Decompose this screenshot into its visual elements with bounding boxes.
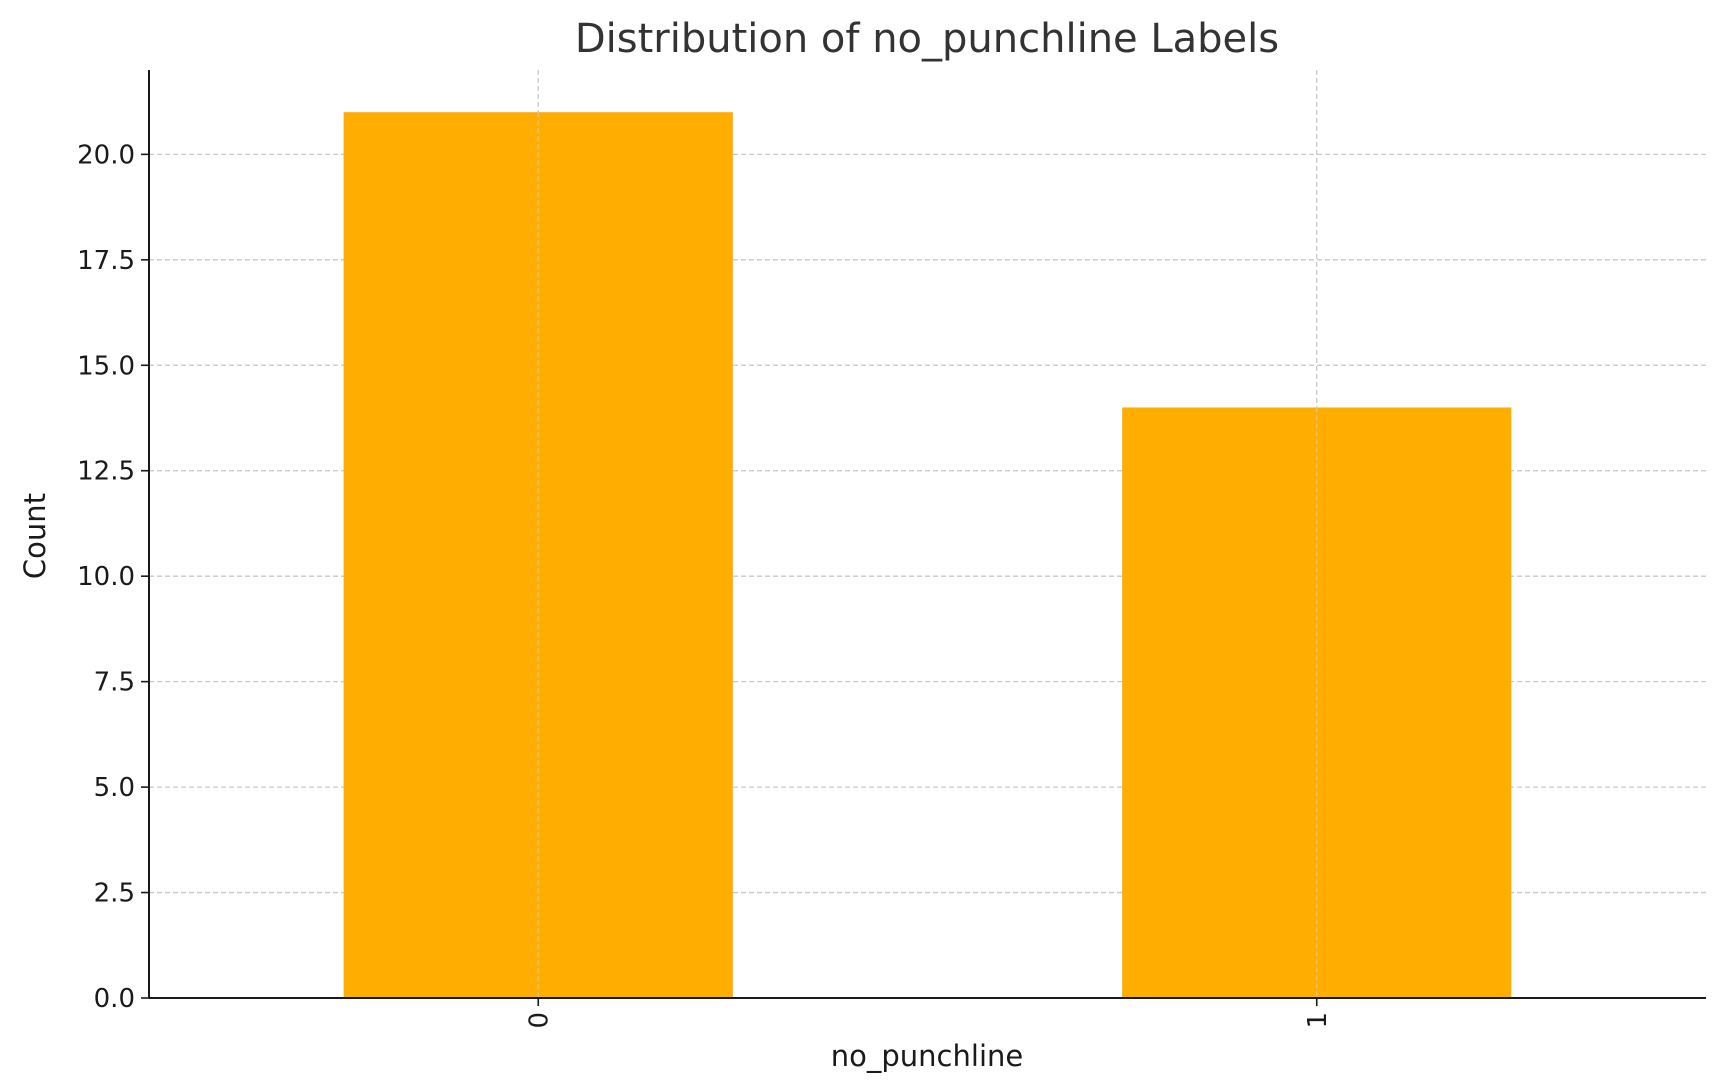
y-tick-label: 5.0 [94,773,135,803]
y-tick-label: 20.0 [77,140,135,170]
y-tick-label: 12.5 [77,457,135,487]
y-axis-title: Count [18,493,52,579]
x-tick-label: 0 [524,1012,554,1029]
tick-layer: 0.0 2.5 5.0 7.5 10.0 12.5 15.0 17.5 20.0 0 1 [77,140,1333,1028]
y-tick-label: 7.5 [94,668,135,698]
y-tick-label: 17.5 [77,246,135,276]
x-axis-title: no_punchline [831,1039,1023,1073]
bar-layer [343,112,1512,998]
axis-layer [148,70,1706,999]
chart-title: Distribution of no_punchline Labels [575,16,1279,62]
x-tick-label: 1 [1303,1012,1333,1029]
y-tick-label: 15.0 [77,351,135,381]
y-tick-label: 10.0 [77,562,135,592]
y-tick-label: 0.0 [94,984,135,1014]
y-tick-label: 2.5 [94,879,135,909]
